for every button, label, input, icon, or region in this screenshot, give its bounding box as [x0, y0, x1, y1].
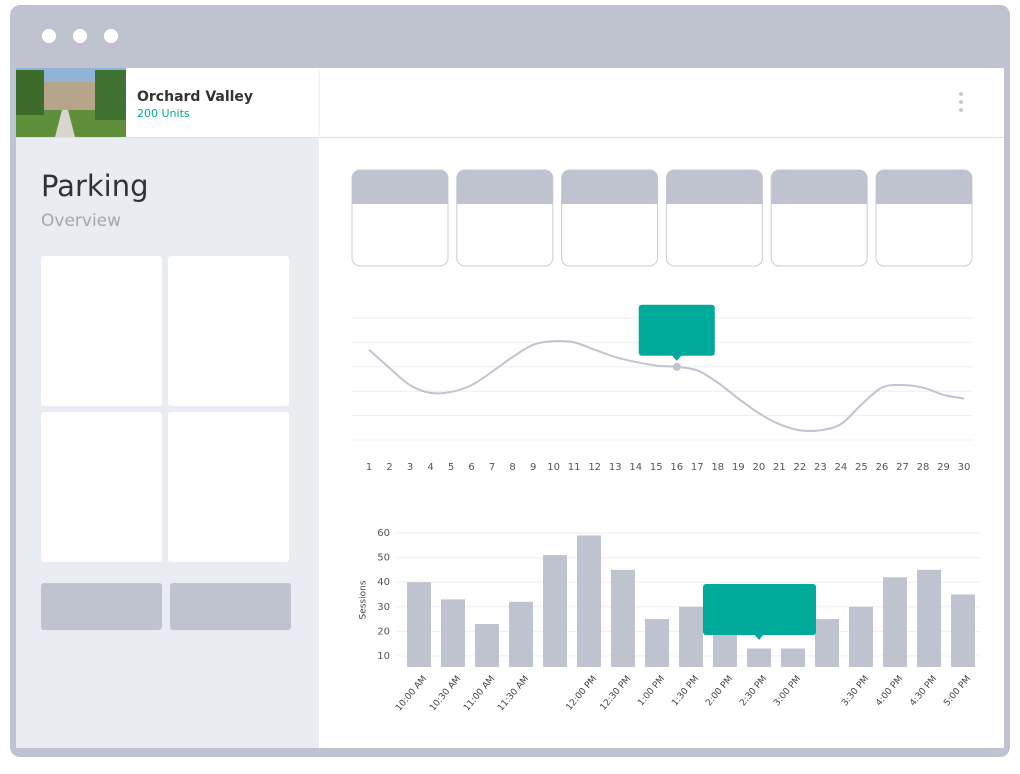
highlight-point — [672, 362, 681, 371]
x-tick-label: 22 — [793, 462, 806, 473]
y-tick-label: 60 — [377, 528, 390, 539]
button[interactable] — [41, 583, 162, 630]
y-axis-label: Sessions — [359, 580, 369, 619]
x-tick-label: 3 — [407, 462, 413, 473]
bar — [543, 555, 567, 667]
tile-header — [876, 170, 972, 204]
menu-button[interactable] — [959, 92, 963, 112]
property-photo — [16, 68, 126, 137]
x-tick-label: 5 — [448, 462, 454, 473]
x-tick-label: 2 — [386, 462, 392, 473]
window-dot — [42, 29, 56, 43]
y-tick-label: 10 — [377, 651, 390, 662]
x-tick-label: 30 — [958, 462, 971, 473]
tile-header — [666, 170, 763, 204]
x-tick-label: 21 — [773, 462, 786, 473]
x-tick-label: 23 — [814, 462, 827, 473]
x-tick-label: 6 — [468, 462, 474, 473]
line — [368, 339, 965, 433]
bar — [849, 606, 873, 667]
bar — [781, 648, 805, 667]
x-tick-label: 26 — [876, 462, 889, 473]
x-tick-label: 16 — [670, 462, 683, 473]
tile-header — [561, 170, 658, 204]
bar — [747, 648, 771, 667]
bar — [475, 623, 499, 667]
bar — [917, 569, 941, 667]
x-tick-label: 15 — [650, 462, 663, 473]
x-tick-label: 13 — [609, 462, 622, 473]
header — [16, 68, 1004, 137]
x-tick-label: 12 — [588, 462, 601, 473]
x-tick-label: 8 — [509, 462, 515, 473]
bar — [815, 619, 839, 667]
x-tick-label: 14 — [629, 462, 642, 473]
y-tick-label: 30 — [377, 602, 390, 613]
tiles — [351, 169, 973, 267]
tile-header — [771, 170, 868, 204]
y-tick-label: 40 — [377, 577, 390, 588]
bar — [577, 535, 601, 667]
bar — [679, 606, 703, 667]
window-dot — [73, 29, 87, 43]
x-tick-label: 7 — [489, 462, 495, 473]
card — [168, 412, 289, 562]
y-tick-label: 20 — [377, 626, 390, 637]
x-tick-label: 1 — [366, 462, 372, 473]
card — [41, 256, 162, 406]
button[interactable] — [170, 583, 291, 630]
bar — [611, 569, 635, 667]
window-dot — [104, 29, 118, 43]
x-tick-label: 25 — [855, 462, 868, 473]
x-tick-label: 11 — [568, 462, 581, 473]
x-tick-label: 18 — [711, 462, 724, 473]
bar — [883, 577, 907, 667]
tooltip — [703, 584, 816, 635]
x-tick-label: 19 — [732, 462, 745, 473]
x-tick-label: 24 — [835, 462, 848, 473]
property-name: Orchard Valley — [137, 89, 253, 105]
tooltip-pointer — [671, 355, 682, 361]
tooltip-pointer — [754, 634, 764, 640]
x-tick-label: 17 — [691, 462, 704, 473]
page-subtitle: Overview — [41, 211, 121, 231]
x-tick-label: 27 — [896, 462, 909, 473]
y-tick-label: 50 — [377, 553, 390, 564]
x-tick-label: 28 — [917, 462, 930, 473]
x-tick-label: 10 — [547, 462, 560, 473]
tile-header — [352, 170, 448, 204]
bar — [509, 601, 533, 667]
page-title: Parking — [41, 169, 149, 203]
property-units: 200 Units — [137, 107, 190, 120]
bar — [645, 619, 669, 667]
bar — [951, 594, 975, 667]
tile-header — [456, 170, 553, 204]
bar — [713, 631, 737, 667]
x-tick-label: 29 — [937, 462, 950, 473]
x-tick-label: 9 — [530, 462, 536, 473]
card — [168, 256, 289, 406]
bar — [441, 599, 465, 667]
bar — [407, 582, 431, 667]
x-tick-label: 4 — [427, 462, 433, 473]
x-tick-label: 20 — [752, 462, 765, 473]
card — [41, 412, 162, 562]
tooltip — [638, 304, 715, 356]
